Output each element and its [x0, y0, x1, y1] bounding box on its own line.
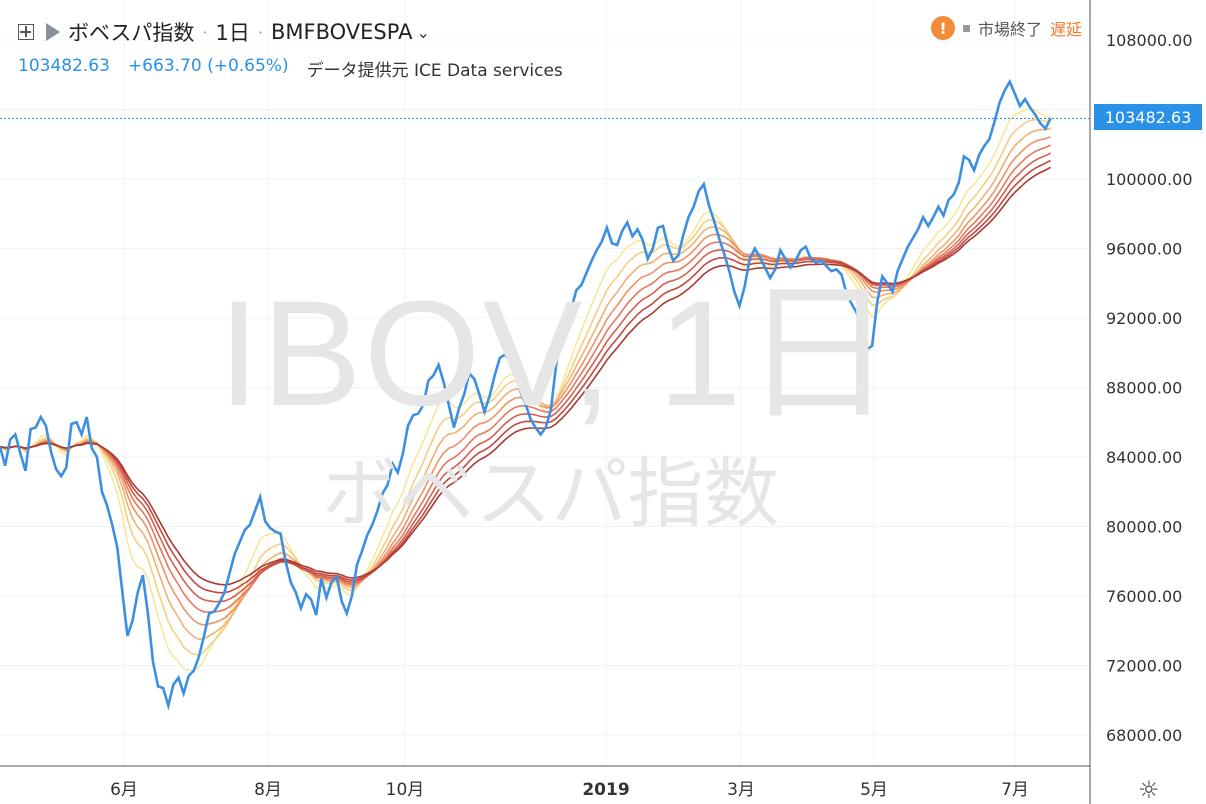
ema-line [0, 144, 1051, 613]
exchange-symbol[interactable]: BMFBOVESPA [270, 20, 413, 44]
x-tick-label: 6月 [110, 780, 138, 800]
ema-line [0, 108, 1051, 672]
interval-label[interactable]: 1日 [215, 21, 250, 45]
ema-line [0, 152, 1051, 603]
ema-line [0, 159, 1051, 594]
separator: · [257, 22, 263, 42]
settings-gear-icon[interactable]: ☼ [1138, 776, 1160, 804]
price-line [0, 78, 1052, 711]
y-tick-label: 100000.00 [1106, 170, 1193, 189]
y-tick-label: 108000.00 [1106, 31, 1193, 50]
x-tick-label: 8月 [254, 780, 282, 800]
x-tick-label: 10月 [386, 780, 425, 800]
x-tick-label: 3月 [727, 780, 755, 800]
ema-line [0, 127, 1051, 641]
moving-average-ribbon [0, 108, 1051, 672]
chart-header: ボベスパ指数 · 1日 · BMFBOVESPA ⌄ [18, 16, 430, 48]
warning-icon[interactable]: ! [930, 16, 955, 40]
grid [0, 0, 1090, 766]
delay-label[interactable]: 遅延 [1049, 20, 1082, 39]
y-tick-label: 96000.00 [1106, 240, 1182, 259]
x-axis: 6月 8月 10月 2019 3月 5月 7月 [0, 765, 1090, 800]
y-tick-label: 88000.00 [1106, 379, 1182, 398]
data-source: データ提供元 ICE Data services [306, 61, 563, 81]
flag-icon[interactable] [46, 23, 60, 41]
x-tick-label: 2019 [582, 780, 629, 800]
x-tick-label: 5月 [860, 780, 888, 800]
y-tick-label: 76000.00 [1106, 587, 1182, 606]
ema-line [0, 118, 1051, 656]
market-closed-label: 市場終了 [977, 20, 1042, 39]
y-tick-label: 72000.00 [1106, 657, 1182, 676]
chevron-down-icon[interactable]: ⌄ [416, 22, 430, 42]
symbol-name[interactable]: ボベスパ指数 [68, 21, 195, 45]
y-tick-label: 92000.00 [1106, 309, 1182, 328]
price-change: +663.70 (+0.65%) [127, 56, 289, 76]
status-dot-icon [962, 24, 970, 32]
separator: · [202, 22, 208, 42]
ema-line [0, 166, 1051, 586]
y-tick-label: 84000.00 [1106, 448, 1182, 467]
market-status: ! 市場終了 遅延 [930, 16, 1082, 40]
ema-line [0, 135, 1051, 626]
expand-icon[interactable] [18, 24, 34, 40]
last-price: 103482.63 [18, 56, 110, 76]
y-tick-label: 80000.00 [1106, 518, 1182, 537]
x-tick-label: 7月 [1001, 780, 1029, 800]
y-tick-label: 68000.00 [1106, 726, 1182, 745]
last-price-tag: 103482.63 [1094, 104, 1202, 130]
quote-line: 103482.63 +663.70 (+0.65%) データ提供元 ICE Da… [18, 56, 563, 81]
